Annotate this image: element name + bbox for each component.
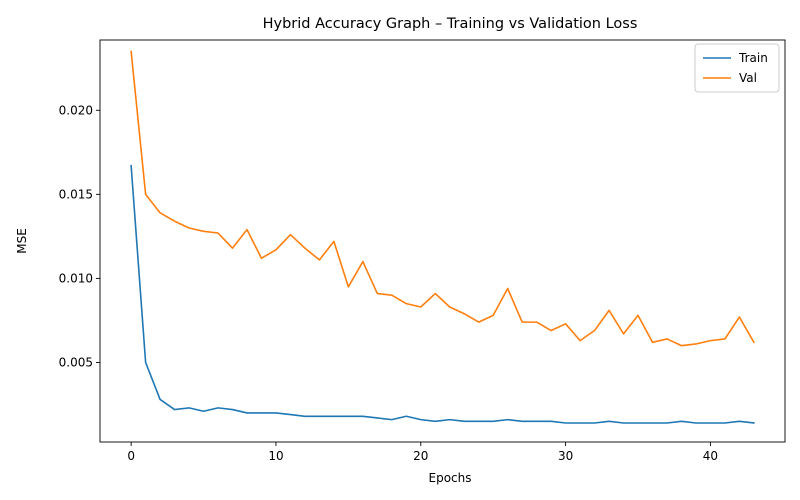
chart-title: Hybrid Accuracy Graph – Training vs Vali… <box>263 16 638 32</box>
x-tick-label: 40 <box>703 449 718 463</box>
y-tick-label: 0.005 <box>59 355 93 369</box>
x-tick-label: 10 <box>268 449 283 463</box>
x-axis-label: Epochs <box>429 471 472 485</box>
y-axis-ticks: 0.005 0.010 0.015 0.020 <box>59 103 100 369</box>
x-tick-label: 20 <box>413 449 428 463</box>
series-line-val <box>130 50 755 347</box>
x-tick-label: 0 <box>127 449 135 463</box>
x-tick-label: 30 <box>558 449 573 463</box>
legend: Train Val <box>694 43 780 93</box>
x-axis-ticks: 0 10 20 30 40 <box>127 442 718 463</box>
legend-label-train: Train <box>738 51 768 65</box>
y-axis-label: MSE <box>15 228 29 254</box>
legend-label-val: Val <box>739 71 757 85</box>
plot-area <box>99 39 786 443</box>
axes-frame <box>99 39 786 443</box>
legend-box <box>694 43 780 93</box>
y-tick-label: 0.020 <box>59 103 93 117</box>
y-tick-label: 0.015 <box>59 187 93 201</box>
y-tick-label: 0.010 <box>59 271 93 285</box>
series-line-train <box>130 164 755 424</box>
